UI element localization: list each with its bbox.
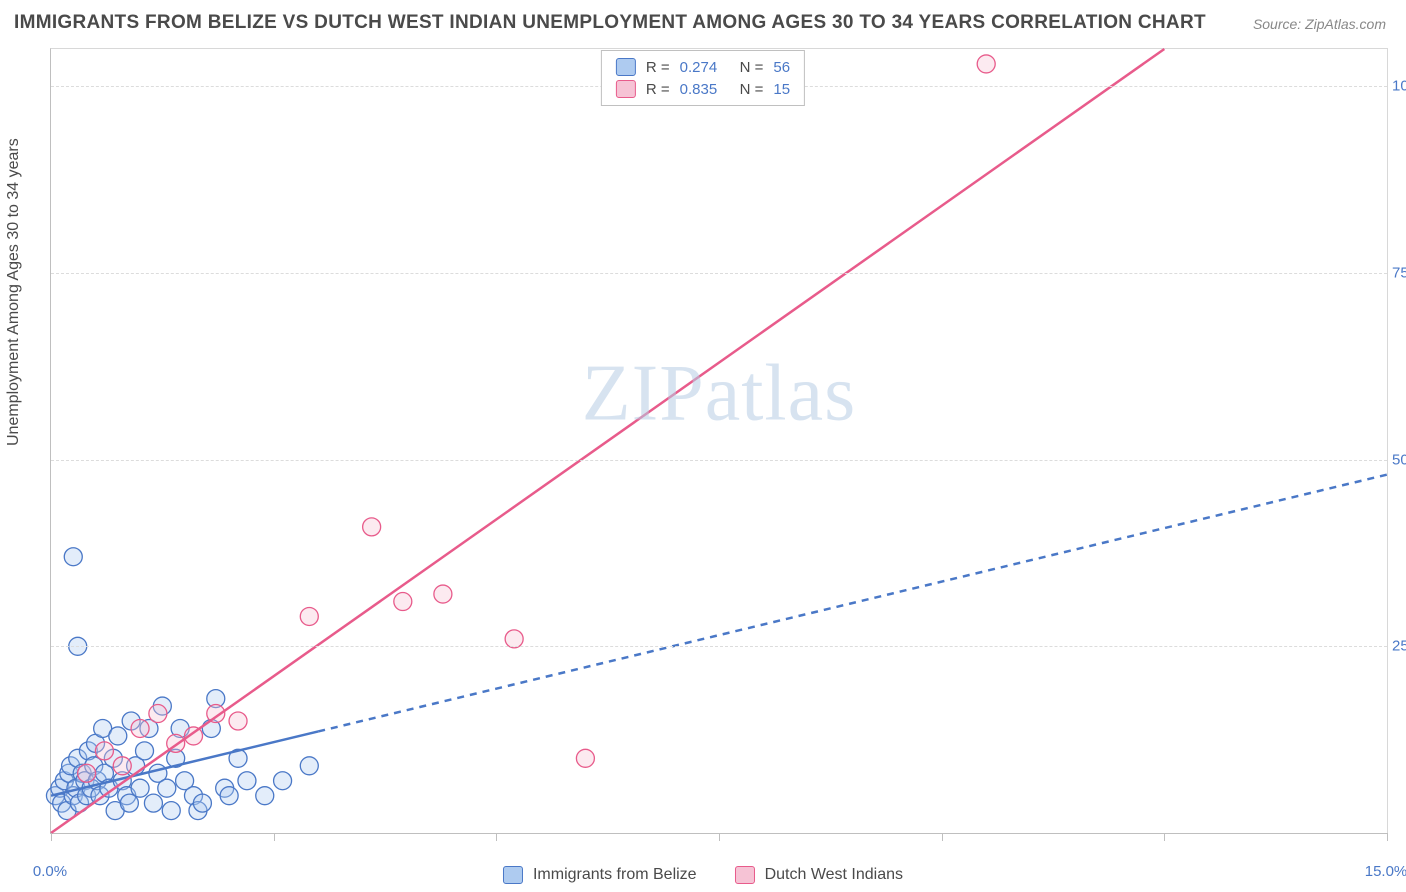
data-point <box>238 772 256 790</box>
x-tick <box>719 833 720 841</box>
chart-title: IMMIGRANTS FROM BELIZE VS DUTCH WEST IND… <box>14 12 1206 34</box>
data-point <box>193 794 211 812</box>
x-tick <box>1164 833 1165 841</box>
data-point <box>256 787 274 805</box>
chart-area: ZIPatlas 25.0%50.0%75.0%100.0% <box>50 48 1388 834</box>
data-point <box>109 727 127 745</box>
plot-svg <box>51 49 1387 833</box>
x-tick <box>942 833 943 841</box>
trend-line-dashed <box>318 475 1387 732</box>
n-value: 56 <box>773 59 790 76</box>
x-tick <box>274 833 275 841</box>
grid-line <box>51 273 1387 274</box>
data-point <box>220 787 238 805</box>
data-point <box>64 548 82 566</box>
x-tick-label: 0.0% <box>33 863 67 880</box>
data-point <box>434 585 452 603</box>
r-value: 0.835 <box>680 81 730 98</box>
correlation-legend: R = 0.274 N = 56 R = 0.835 N = 15 <box>601 50 805 106</box>
n-value: 15 <box>773 81 790 98</box>
source-attribution: Source: ZipAtlas.com <box>1253 16 1386 32</box>
data-point <box>300 757 318 775</box>
data-point <box>977 55 995 73</box>
data-point <box>300 607 318 625</box>
data-point <box>505 630 523 648</box>
legend-swatch <box>616 80 636 98</box>
data-point <box>158 779 176 797</box>
grid-line <box>51 646 1387 647</box>
r-value: 0.274 <box>680 59 730 76</box>
data-point <box>78 764 96 782</box>
data-point <box>113 757 131 775</box>
n-label: N = <box>740 59 764 76</box>
legend-series-label: Dutch West Indians <box>765 866 903 884</box>
legend-swatch <box>503 866 523 884</box>
r-label: R = <box>646 81 670 98</box>
data-point <box>131 719 149 737</box>
series-legend: Immigrants from Belize Dutch West Indians <box>503 866 903 884</box>
y-tick-label: 100.0% <box>1392 78 1406 95</box>
data-point <box>131 779 149 797</box>
x-tick <box>496 833 497 841</box>
data-point <box>363 518 381 536</box>
data-point <box>144 794 162 812</box>
data-point <box>136 742 154 760</box>
data-point <box>229 712 247 730</box>
legend-stat-row: R = 0.835 N = 15 <box>616 78 790 100</box>
data-point <box>274 772 292 790</box>
y-tick-label: 75.0% <box>1392 265 1406 282</box>
x-tick-label: 15.0% <box>1365 863 1406 880</box>
y-tick-label: 50.0% <box>1392 451 1406 468</box>
legend-swatch <box>616 58 636 76</box>
legend-stat-row: R = 0.274 N = 56 <box>616 56 790 78</box>
y-tick-label: 25.0% <box>1392 638 1406 655</box>
data-point <box>120 794 138 812</box>
data-point <box>576 749 594 767</box>
data-point <box>149 705 167 723</box>
data-point <box>394 593 412 611</box>
x-tick <box>1387 833 1388 841</box>
trend-line <box>51 49 1164 833</box>
legend-series-item: Immigrants from Belize <box>503 866 697 884</box>
legend-swatch <box>735 866 755 884</box>
r-label: R = <box>646 59 670 76</box>
x-tick <box>51 833 52 841</box>
data-point <box>162 802 180 820</box>
data-point <box>95 742 113 760</box>
y-axis-label: Unemployment Among Ages 30 to 34 years <box>5 138 23 446</box>
legend-series-item: Dutch West Indians <box>735 866 903 884</box>
n-label: N = <box>740 81 764 98</box>
grid-line <box>51 460 1387 461</box>
legend-series-label: Immigrants from Belize <box>533 866 697 884</box>
